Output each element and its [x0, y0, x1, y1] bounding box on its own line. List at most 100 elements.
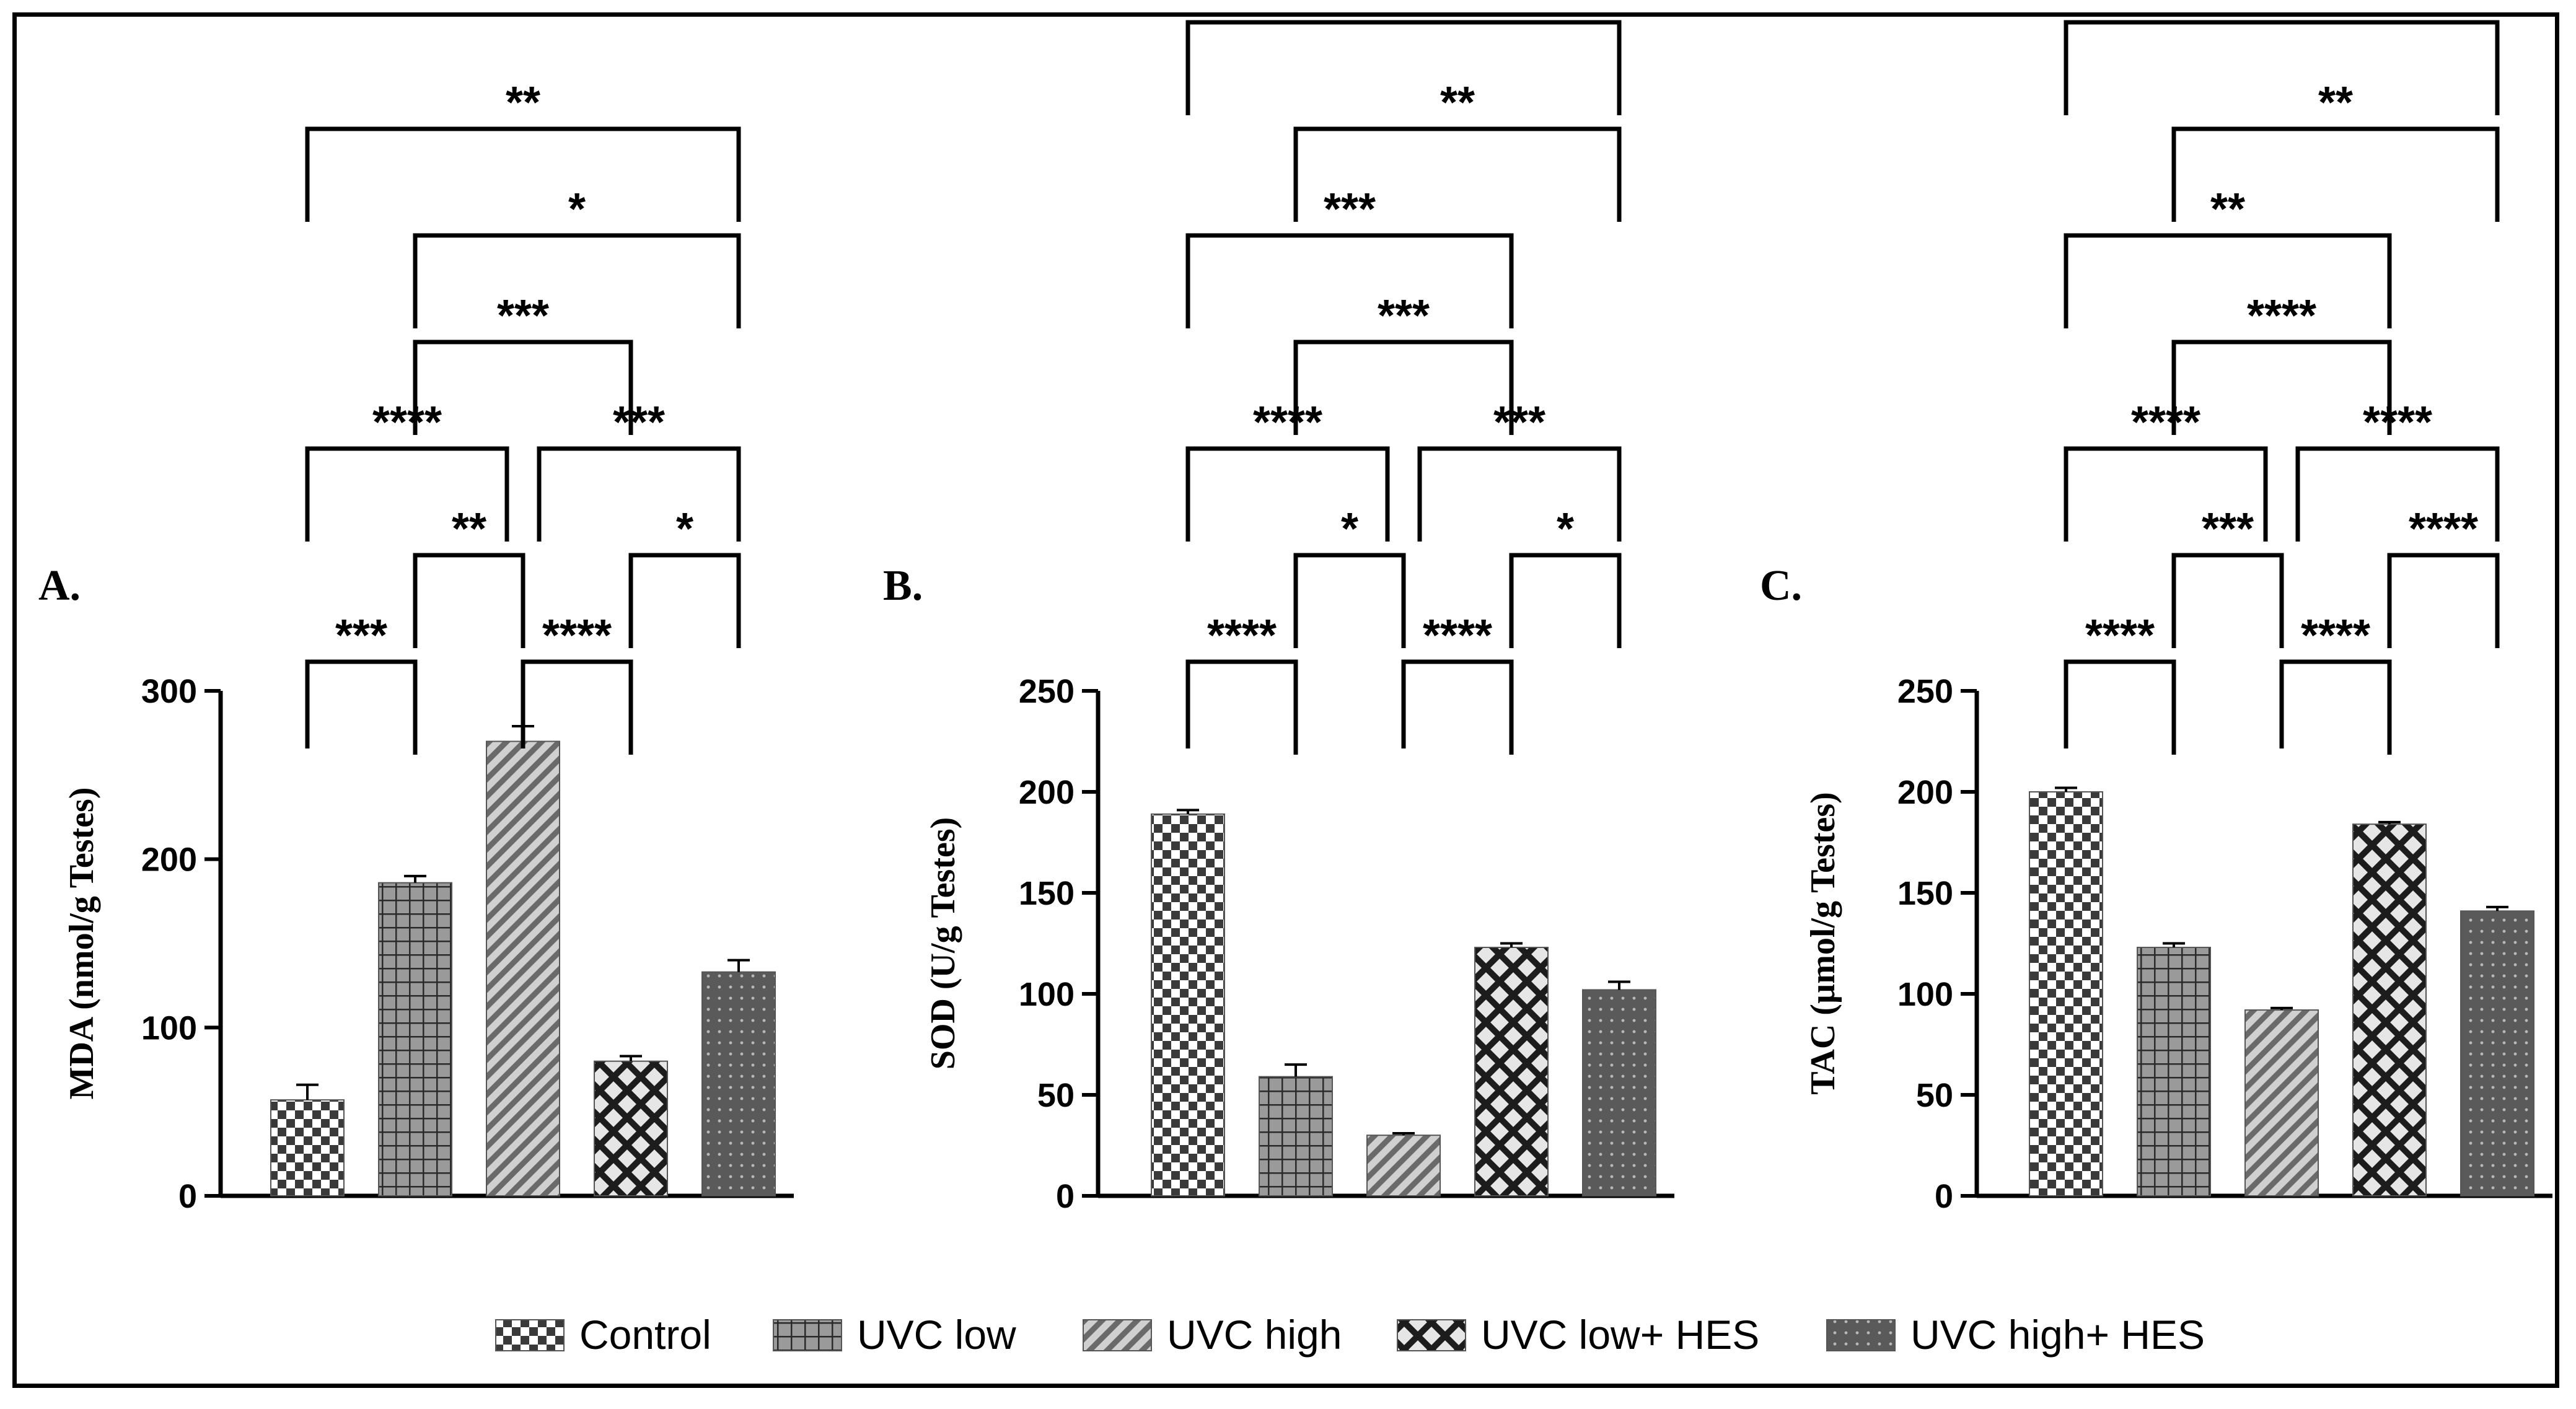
significance-label: **** — [2131, 398, 2200, 447]
significance-bracket — [2064, 20, 2500, 115]
y-tick-label: 150 — [1897, 875, 1953, 912]
legend-item-uvc-low-hes: UVC low+ HES — [1397, 1312, 1759, 1358]
significance-bracket — [2387, 553, 2500, 648]
legend-item-uvc-high-hes: UVC high+ HES — [1826, 1312, 2205, 1358]
significance-bracket — [305, 659, 418, 755]
y-tick-label: 50 — [1916, 1077, 1953, 1114]
legend-label: UVC high — [1167, 1312, 1342, 1358]
significance-label: *** — [1324, 185, 1376, 234]
y-tick-label: 100 — [1019, 976, 1075, 1013]
significance-bracket — [1417, 446, 1622, 542]
significance-bracket — [2171, 126, 2500, 222]
significance-label: **** — [2301, 611, 2370, 661]
significance-bracket — [413, 233, 741, 328]
significance-bracket — [1185, 446, 1390, 542]
y-tick-label: 150 — [1019, 875, 1075, 912]
y-tick-label: 250 — [1019, 673, 1075, 710]
bar-control — [270, 1099, 345, 1197]
legend-label: UVC low+ HES — [1481, 1312, 1759, 1358]
significance-label: *** — [1493, 398, 1545, 447]
legend-item-uvc-low: UVC low — [773, 1312, 1016, 1358]
significance-label: **** — [372, 398, 442, 447]
y-tick-label: 200 — [141, 841, 197, 879]
y-tick-label: 0 — [1935, 1178, 1953, 1215]
bar-uvc-high-hes — [2460, 910, 2534, 1196]
significance-label: **** — [2085, 611, 2155, 661]
legend-label: Control — [579, 1312, 711, 1358]
significance-bracket — [2171, 553, 2284, 648]
significance-bracket — [2064, 233, 2392, 328]
bar-uvc-low — [2137, 947, 2211, 1197]
significance-bracket — [2064, 446, 2268, 542]
y-tick-label: 100 — [1897, 976, 1953, 1013]
y-tick-label: 50 — [1037, 1077, 1075, 1114]
significance-label: **** — [2409, 504, 2478, 554]
significance-label: ** — [1440, 78, 1475, 128]
significance-label: * — [676, 504, 693, 554]
significance-label: **** — [2363, 398, 2432, 447]
significance-label: **** — [1369, 0, 1438, 21]
significance-bracket — [537, 446, 741, 542]
panel-label: B. — [883, 562, 923, 610]
significance-label: **** — [2247, 291, 2316, 341]
legend-item-uvc-high: UVC high — [1083, 1312, 1342, 1358]
significance-label: * — [568, 185, 586, 234]
significance-bracket — [413, 553, 525, 648]
bar-uvc-high — [1366, 1135, 1441, 1196]
significance-bracket — [2295, 446, 2500, 542]
significance-label: *** — [613, 398, 665, 447]
y-tick-label: 0 — [1056, 1178, 1075, 1215]
significance-bracket — [1293, 553, 1406, 648]
legend-swatch — [773, 1319, 842, 1351]
significance-label: **** — [1253, 398, 1322, 447]
significance-label: ** — [2318, 78, 2353, 128]
significance-bracket — [521, 659, 633, 755]
significance-label: *** — [1378, 291, 1430, 341]
significance-label: **** — [542, 611, 612, 661]
significance-label: **** — [1207, 611, 1277, 661]
legend-swatch — [1397, 1319, 1466, 1351]
y-axis-label: SOD (U/g Testes) — [924, 817, 962, 1070]
significance-label: ** — [506, 78, 540, 128]
bar-uvc-high — [486, 740, 560, 1196]
significance-label: * — [1341, 504, 1358, 554]
significance-bracket — [1293, 126, 1622, 222]
y-tick-label: 0 — [178, 1178, 197, 1215]
bar-uvc-low-hes — [2352, 823, 2427, 1197]
bar-uvc-low — [378, 882, 452, 1196]
significance-label: * — [1557, 504, 1574, 554]
significance-bracket — [413, 340, 633, 435]
significance-label: **** — [2247, 0, 2316, 21]
y-tick-label: 250 — [1897, 673, 1953, 710]
significance-label: **** — [1423, 611, 1492, 661]
y-tick-label: 200 — [1019, 774, 1075, 811]
y-tick-label: 300 — [141, 673, 197, 710]
bar-uvc-high — [2244, 1009, 2319, 1196]
significance-bracket — [1185, 233, 1514, 328]
y-axis-label: MDA (nmol/g Testes) — [63, 788, 101, 1100]
significance-bracket — [2171, 340, 2392, 435]
significance-bracket — [1185, 20, 1622, 115]
significance-label: *** — [335, 611, 387, 661]
significance-label: ** — [452, 504, 486, 554]
significance-label: *** — [497, 291, 549, 341]
legend-swatch — [1083, 1319, 1152, 1351]
figure-border — [12, 12, 2559, 1388]
significance-bracket — [1293, 340, 1514, 435]
significance-bracket — [628, 553, 741, 648]
bar-uvc-high-hes — [701, 971, 776, 1197]
y-tick-label: 100 — [141, 1009, 197, 1047]
bar-control — [1151, 813, 1225, 1196]
bar-uvc-high-hes — [1582, 989, 1656, 1196]
significance-label: *** — [2202, 504, 2254, 554]
legend-label: UVC low — [857, 1312, 1016, 1358]
panel-label: A. — [38, 562, 81, 610]
y-axis-label: TAC (µmol/g Testes) — [1804, 792, 1842, 1095]
legend-swatch — [1826, 1319, 1896, 1351]
legend-swatch — [495, 1319, 565, 1351]
